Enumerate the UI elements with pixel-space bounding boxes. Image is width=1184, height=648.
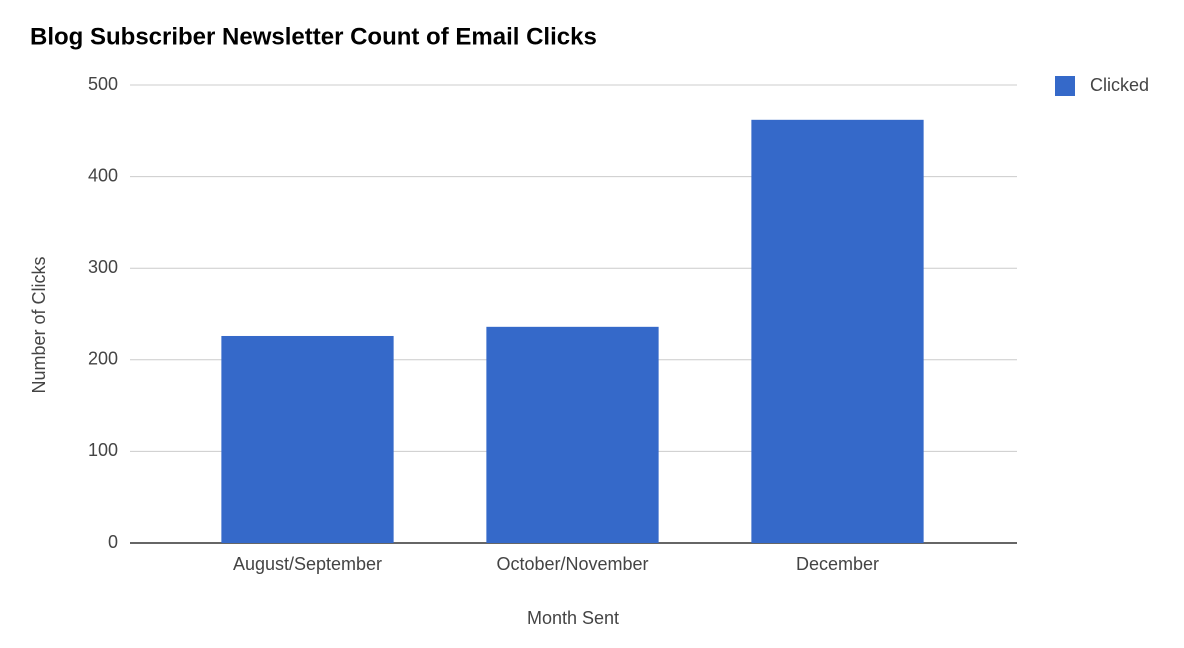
bar: [221, 335, 394, 543]
y-tick-label: 0: [108, 532, 118, 552]
bar: [486, 326, 659, 543]
y-tick-label: 100: [88, 440, 118, 460]
x-tick-label: October/November: [496, 554, 648, 574]
y-tick-label: 500: [88, 74, 118, 94]
bar: [751, 119, 924, 544]
legend-label: Clicked: [1090, 75, 1149, 95]
chart-title: Blog Subscriber Newsletter Count of Emai…: [30, 23, 597, 50]
x-axis-label: Month Sent: [527, 608, 619, 628]
y-tick-label: 300: [88, 257, 118, 277]
y-tick-label: 400: [88, 165, 118, 185]
x-tick-label: December: [796, 554, 879, 574]
y-axis-label: Number of Clicks: [29, 256, 49, 393]
y-tick-label: 200: [88, 349, 118, 369]
legend-swatch: [1055, 76, 1075, 96]
x-tick-label: August/September: [233, 554, 382, 574]
